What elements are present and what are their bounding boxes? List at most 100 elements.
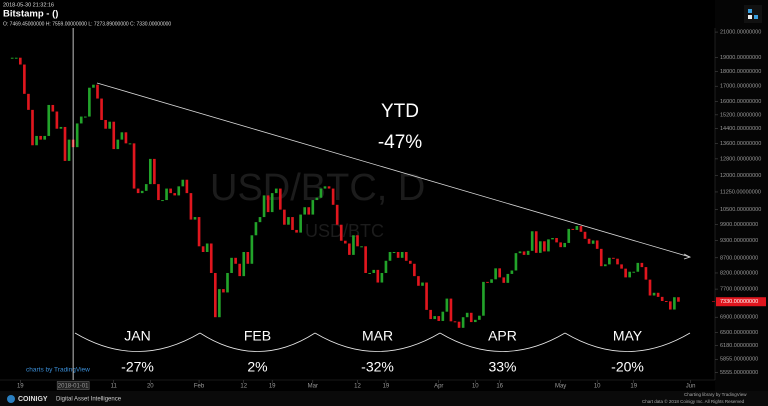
- y-tick-label: 5855.00000000: [720, 357, 758, 363]
- candle: [445, 298, 449, 312]
- ytd-value: -47%: [378, 132, 422, 153]
- candle: [343, 240, 347, 244]
- month-arc: [439, 332, 566, 352]
- candle: [421, 282, 424, 286]
- candle: [331, 188, 335, 205]
- logo-box: [744, 5, 762, 23]
- month-arc: [74, 332, 201, 352]
- candle: [209, 243, 213, 273]
- candle: [63, 126, 67, 161]
- logo-square: [748, 15, 752, 19]
- x-tick-label: 19: [630, 384, 637, 390]
- candle: [14, 57, 18, 59]
- candle: [193, 217, 197, 220]
- candle: [567, 228, 571, 243]
- candle: [307, 207, 311, 215]
- candle: [39, 135, 42, 140]
- candle: [136, 188, 140, 194]
- y-tick-label: 13600.00000000: [720, 141, 761, 147]
- candle: [640, 262, 644, 268]
- candle: [510, 270, 514, 274]
- candle: [636, 262, 640, 272]
- price-axis: [715, 0, 768, 391]
- y-tick-label: 16000.00000000: [720, 99, 761, 105]
- candle: [388, 251, 392, 261]
- candle: [404, 251, 408, 261]
- month-label: MAY: [613, 328, 643, 344]
- candle: [283, 209, 286, 225]
- brand-tagline: Digital Asset Intelligence: [56, 397, 122, 403]
- candle: [10, 57, 14, 59]
- footer-left: charts by TradingView: [26, 367, 90, 374]
- candle: [396, 251, 400, 258]
- candle: [538, 241, 542, 253]
- x-tick-label: Jun: [686, 384, 696, 390]
- candle: [161, 200, 164, 202]
- y-tick-label: 17000.00000000: [720, 84, 761, 90]
- candle: [132, 143, 136, 189]
- candle: [478, 315, 481, 320]
- y-tick-label: 6500.00000000: [720, 330, 758, 336]
- candle: [144, 184, 148, 191]
- candle: [648, 279, 652, 296]
- y-tick-label: 7700.00000000: [720, 287, 758, 293]
- candle: [433, 316, 437, 320]
- candle: [461, 317, 465, 328]
- candle: [327, 186, 331, 189]
- logo-square: [748, 9, 752, 13]
- candle: [181, 179, 185, 187]
- candle: [400, 251, 404, 258]
- candle: [31, 109, 34, 146]
- candle: [238, 263, 242, 277]
- x-tick-label: 10: [472, 384, 479, 390]
- candle: [372, 269, 376, 273]
- candle: [498, 268, 502, 278]
- candle: [583, 231, 587, 239]
- candle: [591, 240, 595, 244]
- candle: [608, 257, 611, 265]
- month-change: -27%: [121, 359, 154, 375]
- crosshair-label-box: [56, 381, 90, 390]
- footer-right-1: Charting library by TradingView: [684, 392, 747, 397]
- y-tick-label: 14400.00000000: [720, 126, 761, 132]
- candle: [177, 186, 181, 196]
- candle: [441, 311, 445, 321]
- candle: [35, 135, 38, 146]
- candle: [417, 276, 420, 286]
- y-tick-label: 10500.00000000: [720, 207, 761, 213]
- candle: [92, 84, 95, 88]
- candle: [274, 188, 278, 194]
- candle: [140, 190, 144, 194]
- candle: [368, 272, 372, 274]
- month-change: 2%: [247, 359, 267, 375]
- candle: [473, 319, 477, 323]
- candle: [185, 179, 189, 194]
- y-tick-label: 12000.00000000: [720, 173, 761, 179]
- candle: [408, 260, 412, 264]
- candle: [384, 260, 388, 273]
- last-price-label: 7330.00000000: [720, 299, 758, 305]
- candle: [315, 197, 319, 201]
- logo-square: [754, 15, 758, 19]
- candle: [51, 104, 55, 112]
- y-tick-label: 5555.00000000: [720, 370, 758, 376]
- candle: [628, 271, 632, 278]
- chart-title: Bitstamp - (): [3, 9, 58, 20]
- candle: [153, 158, 156, 185]
- candle: [246, 251, 250, 264]
- candle: [547, 239, 550, 252]
- candle: [612, 257, 615, 259]
- candle: [543, 241, 546, 252]
- candle: [205, 243, 209, 252]
- candle: [169, 188, 172, 194]
- candle: [311, 200, 315, 215]
- y-tick-label: 9300.00000000: [720, 238, 758, 244]
- brand-icon: [7, 395, 15, 403]
- x-tick-label: 20: [147, 384, 154, 390]
- x-tick-label: 10: [594, 384, 601, 390]
- candle: [339, 224, 343, 241]
- candle: [262, 195, 266, 218]
- candle: [165, 188, 168, 201]
- month-label: JAN: [124, 328, 150, 344]
